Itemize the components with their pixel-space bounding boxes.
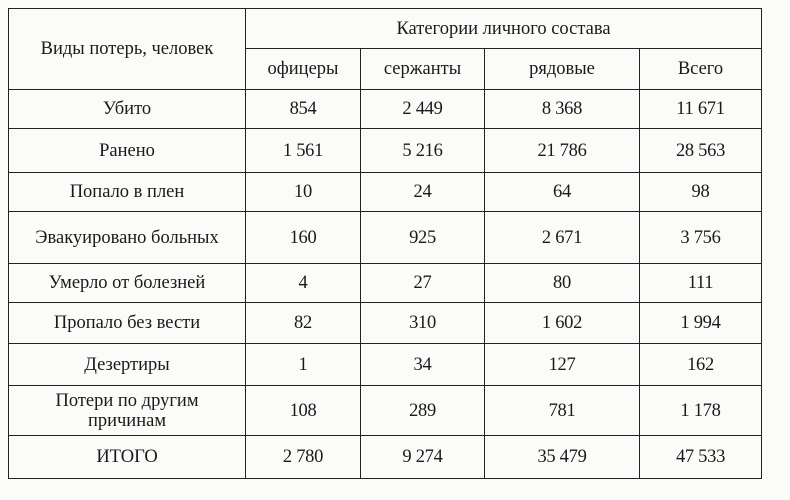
row-label: Ранено [8,128,246,173]
table-cell: 24 [360,172,485,212]
row-label: ИТОГО [8,435,246,479]
row-header: Виды потерь, человек [8,8,246,90]
column-header-officers: офицеры [245,48,361,90]
table-cell: 162 [639,343,762,386]
table-row: ИТОГО 2 780 9 274 35 479 47 533 [8,435,762,479]
table-cell: 98 [639,172,762,212]
column-header-sergeants: сержанты [360,48,485,90]
table-row: Пропало без вести 82 310 1 602 1 994 [8,302,762,344]
table-cell: 35 479 [484,435,640,479]
table-cell: 27 [360,263,485,303]
table-row: Попало в плен 10 24 64 98 [8,172,762,212]
table-row: Эвакуировано больных 160 925 2 671 3 756 [8,211,762,264]
table-cell: 28 563 [639,128,762,173]
row-label: Эвакуировано больных [8,211,246,264]
table-cell: 11 671 [639,89,762,129]
table-cell: 10 [245,172,361,212]
table-cell: 127 [484,343,640,386]
table-cell: 160 [245,211,361,264]
table-cell: 925 [360,211,485,264]
table-cell: 1 602 [484,302,640,344]
table-row: Умерло от болезней 4 27 80 111 [8,263,762,303]
table-cell: 4 [245,263,361,303]
table-cell: 21 786 [484,128,640,173]
table-cell: 1 561 [245,128,361,173]
table-cell: 2 780 [245,435,361,479]
losses-table: Виды потерь, человек Категории личного с… [8,8,762,479]
row-label: Дезертиры [8,343,246,386]
row-label: Пропало без вести [8,302,246,344]
row-label: Попало в плен [8,172,246,212]
table-row: Ранено 1 561 5 216 21 786 28 563 [8,128,762,173]
table-cell: 1 [245,343,361,386]
table-row: Убито 854 2 449 8 368 11 671 [8,89,762,129]
row-label: Умерло от болезней [8,263,246,303]
table-cell: 8 368 [484,89,640,129]
column-header-total: Всего [639,48,762,90]
table-cell: 111 [639,263,762,303]
row-label: Убито [8,89,246,129]
table-cell: 781 [484,385,640,436]
table-cell: 310 [360,302,485,344]
table-cell: 9 274 [360,435,485,479]
table-row: Потери по другим причинам 108 289 781 1 178 [8,385,762,436]
table-cell: 1 994 [639,302,762,344]
table-cell: 2 449 [360,89,485,129]
table-cell: 289 [360,385,485,436]
table-cell: 5 216 [360,128,485,173]
table-cell: 1 178 [639,385,762,436]
table-cell: 80 [484,263,640,303]
table-cell: 34 [360,343,485,386]
table-row: Дезертиры 1 34 127 162 [8,343,762,386]
table-cell: 854 [245,89,361,129]
row-label: Потери по другим причинам [8,385,246,436]
table-cell: 64 [484,172,640,212]
column-header-privates: рядовые [484,48,640,90]
table-cell: 2 671 [484,211,640,264]
table-cell: 108 [245,385,361,436]
table-cell: 82 [245,302,361,344]
table-cell: 47 533 [639,435,762,479]
table-cell: 3 756 [639,211,762,264]
group-header: Категории личного состава [245,8,762,49]
